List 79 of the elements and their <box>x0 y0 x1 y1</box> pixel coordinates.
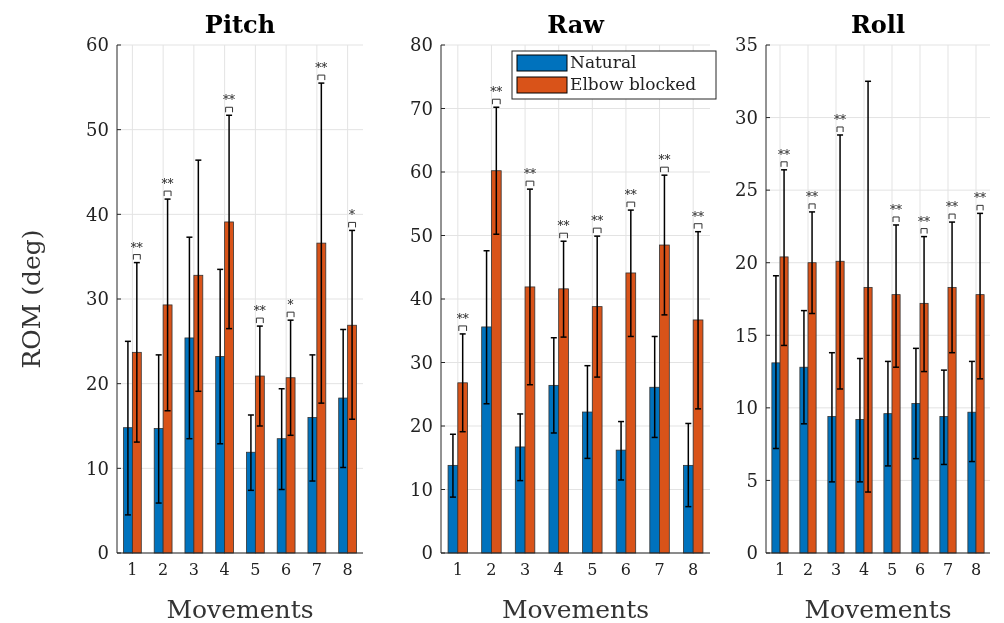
x-tick-label: 8 <box>342 560 353 579</box>
chart-title: Roll <box>850 10 906 39</box>
y-tick-label: 40 <box>410 288 433 310</box>
y-tick-label: 10 <box>86 457 109 479</box>
annotation: ** <box>456 311 469 326</box>
annotation: ** <box>557 219 570 234</box>
x-tick-label: 5 <box>886 560 898 579</box>
x-tick-label: 7 <box>942 560 954 579</box>
legend-label: Elbow blocked <box>570 74 697 94</box>
x-axis-title: Movements <box>804 595 952 623</box>
annotation: ** <box>523 167 536 182</box>
x-tick-label: 3 <box>188 560 199 579</box>
x-tick-label: 6 <box>914 560 926 579</box>
x-tick-label: 5 <box>587 560 598 579</box>
x-axis-title: Movements <box>501 595 650 623</box>
y-tick-label: 60 <box>410 161 433 183</box>
y-tick-label: 50 <box>86 118 109 140</box>
annotation: * <box>349 208 356 223</box>
annotation: ** <box>834 112 847 127</box>
y-tick-label: 60 <box>86 34 109 56</box>
annotation: ** <box>890 202 903 217</box>
x-tick-label: 4 <box>553 560 564 579</box>
annotation: ** <box>778 147 791 162</box>
y-axis-title: ROM (deg) <box>17 229 46 369</box>
y-tick-label: 0 <box>421 542 433 564</box>
y-tick-label: 30 <box>86 288 109 310</box>
annotation: ** <box>692 209 705 224</box>
x-tick-label: 2 <box>802 560 814 579</box>
annotation: ** <box>946 200 959 215</box>
y-tick-label: 20 <box>410 415 433 437</box>
y-tick-label: 30 <box>735 106 758 128</box>
annotation: ** <box>974 191 987 206</box>
y-tick-label: 15 <box>735 324 758 346</box>
x-tick-label: 2 <box>486 560 497 579</box>
annotation: ** <box>223 93 236 108</box>
x-tick-label: 8 <box>970 560 982 579</box>
y-tick-label: 50 <box>410 224 433 246</box>
y-tick-label: 25 <box>735 179 758 201</box>
x-tick-label: 1 <box>127 560 138 579</box>
y-tick-label: 20 <box>86 372 109 394</box>
annotation: ** <box>315 61 328 76</box>
annotation: ** <box>591 214 604 229</box>
annotation: ** <box>490 85 503 100</box>
x-tick-label: 4 <box>858 560 870 579</box>
x-tick-label: 8 <box>688 560 699 579</box>
y-tick-label: 0 <box>746 542 758 564</box>
annotation: * <box>287 298 294 313</box>
annotation: ** <box>658 153 671 168</box>
legend-label: Natural <box>570 52 637 72</box>
x-tick-label: 5 <box>250 560 261 579</box>
y-tick-label: 40 <box>86 203 109 225</box>
annotation: ** <box>918 214 931 229</box>
x-tick-label: 3 <box>519 560 531 579</box>
x-tick-label: 6 <box>620 560 632 579</box>
annotation: ** <box>130 240 143 255</box>
annotation: ** <box>253 304 266 319</box>
y-tick-label: 30 <box>410 351 433 373</box>
annotation: ** <box>806 189 819 204</box>
x-tick-label: 2 <box>158 560 169 579</box>
x-tick-label: 7 <box>654 560 665 579</box>
annotation: ** <box>161 177 174 192</box>
x-tick-label: 3 <box>830 560 842 579</box>
y-tick-label: 10 <box>735 397 758 419</box>
x-tick-label: 1 <box>774 560 786 579</box>
annotation: ** <box>624 188 637 203</box>
x-tick-label: 7 <box>311 560 322 579</box>
y-tick-label: 80 <box>410 34 433 56</box>
y-tick-label: 0 <box>97 542 109 564</box>
x-axis-title: Movements <box>166 595 314 623</box>
y-tick-label: 35 <box>735 34 758 56</box>
y-tick-label: 70 <box>410 97 433 119</box>
chart-title: Raw <box>547 10 606 39</box>
chart-title: Pitch <box>204 10 276 39</box>
x-tick-label: 4 <box>219 560 230 579</box>
x-tick-label: 6 <box>281 560 292 579</box>
y-tick-label: 10 <box>410 478 433 500</box>
y-tick-label: 5 <box>746 469 758 491</box>
x-tick-label: 1 <box>452 560 463 579</box>
y-tick-label: 20 <box>735 252 758 274</box>
